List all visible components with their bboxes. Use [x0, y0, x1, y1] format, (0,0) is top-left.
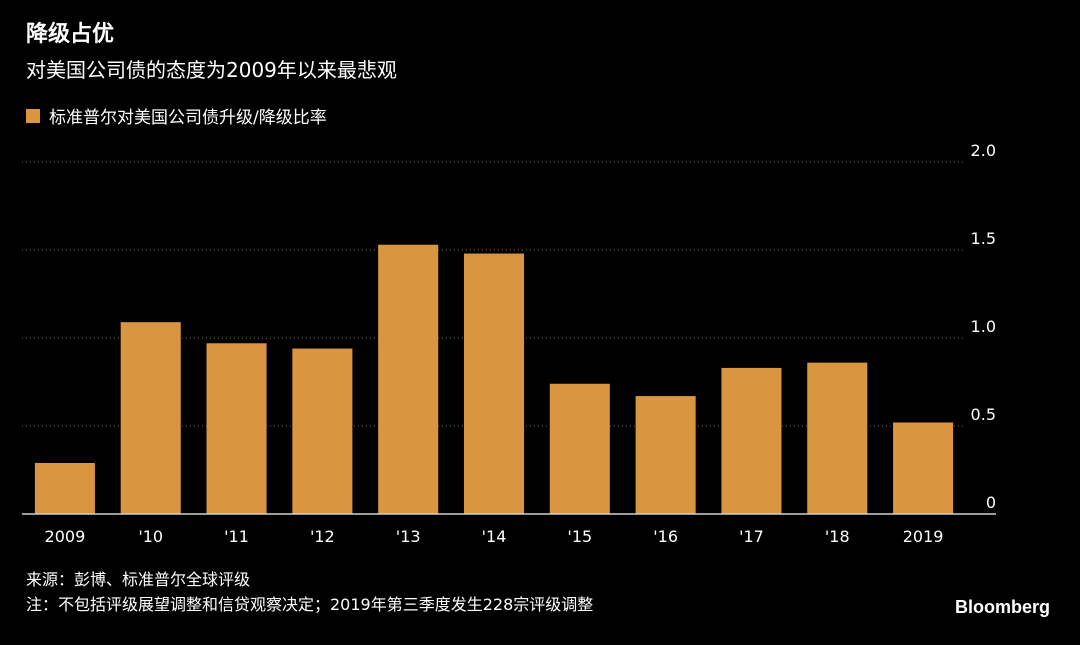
source-note: 来源：彭博、标准普尔全球评级 [26, 570, 251, 589]
x-tick-label: 2019 [903, 527, 944, 546]
y-tick-label: 1.5 [971, 229, 996, 248]
x-tick-label: 2009 [45, 527, 86, 546]
x-tick-label: '15 [567, 527, 592, 546]
x-tick-label: '10 [138, 527, 163, 546]
bar [206, 343, 267, 514]
x-tick-label: '12 [310, 527, 335, 546]
y-tick-label: 0.5 [971, 405, 996, 424]
bar [292, 348, 353, 514]
y-tick-label: 1.0 [971, 317, 996, 336]
chart-subtitle: 对美国公司债的态度为2009年以来最悲观 [26, 58, 397, 82]
x-tick-label: '14 [482, 527, 507, 546]
bloomberg-logo: Bloomberg [954, 597, 1050, 617]
bar [34, 462, 95, 514]
legend-swatch [26, 108, 40, 123]
bar-chart: 0 0.5 1.0 1.5 2.0 2009 '10 '11 '12 '13 '14 '15 '16 '1… [22, 141, 996, 546]
bar [635, 396, 696, 514]
x-tick-label: '13 [396, 527, 421, 546]
x-tick-label: '11 [224, 527, 249, 546]
legend: 标准普尔对美国公司债升级/降级比率 [26, 103, 327, 128]
bar [120, 322, 181, 514]
y-tick-label: 0 [986, 493, 996, 512]
y-tick-label: 2.0 [971, 141, 996, 160]
legend-label: 标准普尔对美国公司债升级/降级比率 [49, 108, 327, 128]
bar [378, 244, 439, 514]
x-tick-label: '16 [653, 527, 678, 546]
bar [463, 253, 525, 514]
x-tick-label: '17 [739, 527, 764, 546]
chart-title: 降级占优 [26, 22, 115, 47]
bar [893, 422, 954, 514]
bar [807, 362, 868, 514]
bar [549, 383, 610, 514]
x-tick-label: '18 [825, 527, 850, 546]
footnote: 注：不包括评级展望调整和信贷观察决定；2019年第三季度发生228宗评级调整 [26, 595, 594, 614]
bar [721, 367, 782, 514]
